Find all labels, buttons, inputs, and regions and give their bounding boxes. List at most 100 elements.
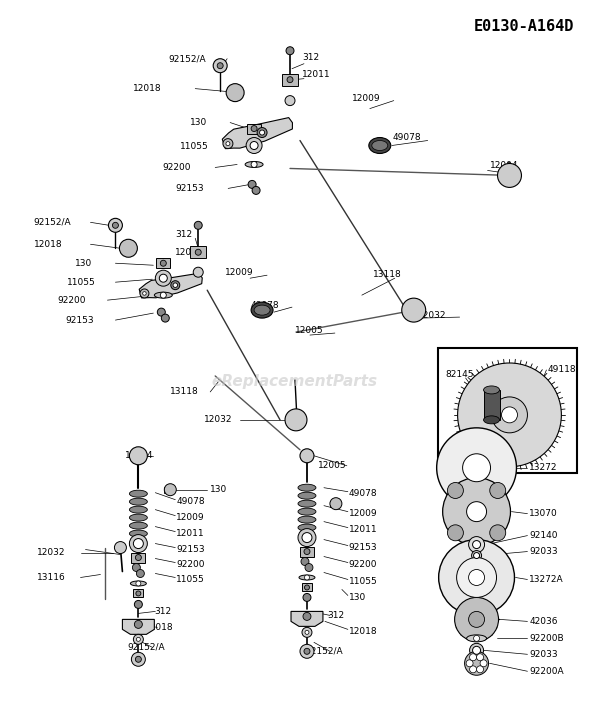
Circle shape [286,47,294,55]
Text: 82145: 82145 [445,370,474,379]
Bar [282,74,298,86]
Circle shape [298,528,316,547]
Circle shape [464,651,489,676]
Text: 12009: 12009 [349,509,378,518]
Ellipse shape [299,575,315,580]
Bar [132,552,145,562]
Ellipse shape [129,498,148,505]
Circle shape [135,656,142,663]
Circle shape [132,564,140,572]
Ellipse shape [254,305,270,315]
Circle shape [477,654,484,660]
Circle shape [287,76,293,83]
Circle shape [301,557,309,565]
Circle shape [133,539,143,549]
Text: 12011: 12011 [349,525,378,534]
Polygon shape [291,611,323,627]
Bar [156,258,171,268]
Circle shape [213,58,227,73]
Text: 12032: 12032 [418,311,446,319]
Circle shape [474,635,480,642]
Text: 92033: 92033 [529,650,558,659]
Ellipse shape [155,292,172,298]
Circle shape [159,274,168,282]
Circle shape [285,96,295,105]
Bar [190,247,206,258]
Text: 13070: 13070 [529,509,558,518]
Ellipse shape [467,635,487,642]
Circle shape [132,653,145,666]
Circle shape [133,634,143,645]
Text: 12005: 12005 [318,461,347,470]
Circle shape [158,308,165,316]
Circle shape [497,164,522,187]
Circle shape [195,249,201,255]
Ellipse shape [298,524,316,531]
Polygon shape [222,118,293,149]
Circle shape [223,138,233,149]
Text: 92140: 92140 [529,531,558,540]
Text: 12032: 12032 [37,548,65,557]
Circle shape [473,541,481,549]
Text: 92153: 92153 [65,316,94,324]
Text: 12011: 12011 [175,248,204,257]
Circle shape [330,497,342,510]
Circle shape [164,484,176,495]
Circle shape [160,260,166,266]
Circle shape [490,482,506,498]
Circle shape [135,554,142,560]
Text: 92153: 92153 [176,545,205,554]
Circle shape [305,564,313,572]
Circle shape [457,557,497,598]
Text: 49078: 49078 [250,301,278,309]
Circle shape [257,128,267,138]
Circle shape [402,298,426,322]
Text: 12011: 12011 [176,529,205,538]
Text: 12018: 12018 [34,240,62,249]
Ellipse shape [298,485,316,491]
Text: 312: 312 [175,230,192,239]
Circle shape [455,598,499,642]
Text: 11055: 11055 [67,278,96,287]
Bar [133,590,143,598]
Text: 12032: 12032 [204,415,232,425]
Circle shape [248,180,256,188]
Circle shape [480,660,487,667]
Circle shape [468,611,484,627]
Circle shape [304,648,310,654]
Text: 12004: 12004 [125,451,153,460]
Circle shape [226,141,230,146]
Circle shape [300,645,314,658]
Text: 130: 130 [190,118,208,127]
Circle shape [304,585,310,590]
Text: eReplacementParts: eReplacementParts [212,374,378,389]
Text: 12004: 12004 [490,161,518,170]
Circle shape [447,525,463,541]
Circle shape [160,292,166,298]
Text: 11055: 11055 [349,577,378,586]
Bar [302,583,312,591]
Circle shape [473,646,481,654]
Text: 13272A: 13272A [529,575,564,584]
Circle shape [251,162,257,167]
Circle shape [502,407,517,423]
Text: 11055: 11055 [176,575,205,584]
Circle shape [155,270,171,286]
Text: 13116: 13116 [37,573,65,582]
Circle shape [136,637,140,642]
Circle shape [490,525,506,541]
Text: 49078: 49078 [176,497,205,506]
Circle shape [305,630,309,634]
Circle shape [303,612,311,620]
Circle shape [468,536,484,552]
Text: 92152/A: 92152/A [168,54,206,63]
Text: 92153: 92153 [349,543,378,552]
Ellipse shape [298,508,316,515]
Polygon shape [139,273,202,298]
Ellipse shape [484,386,500,394]
Text: 12018: 12018 [145,623,173,632]
Circle shape [114,541,126,554]
Circle shape [161,314,169,322]
Ellipse shape [129,514,148,521]
Text: 130: 130 [349,593,366,602]
